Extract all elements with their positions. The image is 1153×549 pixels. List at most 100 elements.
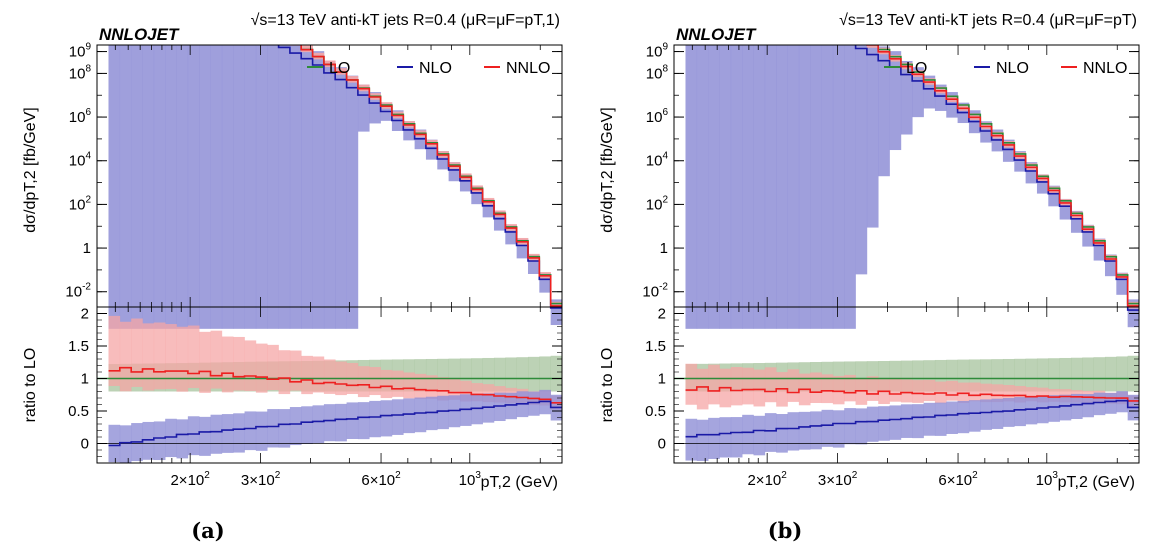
top-ytick-label: 102 — [646, 194, 669, 213]
nnlo-ratio-band-bin — [1014, 385, 1026, 403]
nnlo-ratio-band-bin — [244, 340, 257, 391]
nlo-ratio-band-bin — [1002, 398, 1015, 427]
lo-ratio-band-bin — [1002, 358, 1015, 392]
nlo-ratio-band-bin — [730, 417, 743, 458]
lo-ratio-band-bin — [539, 356, 551, 392]
nlo-band-bin — [980, 121, 992, 143]
process-label: √s=13 TeV anti-kT jets R=0.4 (μR=μF=pT) — [839, 12, 1137, 29]
nlo-band-bin — [210, 45, 223, 329]
nnlo-ratio-band-bin — [187, 325, 200, 389]
plot-area — [674, 3, 1139, 461]
nnlo-ratio-band-bin — [764, 367, 777, 403]
lo-ratio-band-bin — [437, 358, 449, 392]
nnlo-ratio-band-bin — [821, 374, 834, 404]
lo-ratio-band-bin — [493, 357, 506, 392]
nlo-ratio-band-bin — [335, 403, 347, 442]
nlo-ratio-band-bin — [1082, 394, 1094, 418]
lo-ratio-band-bin — [1082, 357, 1094, 392]
chart-panel: 10-2 1 102 104 106 108 109 0 0.5 1 1.5 2 2×102 3×102 6… — [22, 12, 563, 491]
nlo-band-bin — [1059, 198, 1072, 220]
lo-ratio-band-bin — [923, 360, 936, 392]
nlo-ratio-band-bin — [425, 396, 438, 431]
nlo-ratio-band-bin — [1104, 392, 1117, 414]
legend-label: LO — [906, 60, 927, 77]
nlo-ratio-band-bin — [685, 418, 698, 461]
nlo-ratio-band-bin — [1036, 395, 1049, 424]
nnlo-ratio-band-bin — [414, 373, 427, 399]
brand-label: NNLOJET — [676, 25, 757, 44]
nlo-ratio-band-bin — [719, 417, 732, 458]
nnlo-ratio-band-bin — [980, 383, 992, 403]
nlo-band-bin — [459, 174, 472, 192]
lo-ratio-band-bin — [1036, 358, 1049, 392]
nlo-band-bin — [335, 67, 347, 329]
top-ytick-label: 109 — [69, 42, 92, 61]
lo-ratio-band-bin — [934, 359, 947, 392]
nlo-ratio-band-bin — [199, 416, 211, 456]
nlo-band-bin — [131, 45, 143, 329]
ratio-ytick-label: 0.5 — [68, 403, 89, 420]
nlo-ratio-band-bin — [844, 408, 856, 445]
nlo-band-bin — [1082, 224, 1094, 247]
lo-ratio-band-bin — [1070, 357, 1083, 392]
nlo-ratio-band-bin — [403, 398, 415, 434]
nlo-ratio-band-bin — [696, 419, 709, 461]
nnlo-ratio-band-bin — [448, 379, 461, 400]
nlo-ratio-band-bin — [810, 411, 822, 450]
ratio-ytick-label: 0.5 — [645, 403, 666, 420]
nlo-band-bin — [776, 45, 788, 329]
nlo-band-bin — [471, 185, 483, 205]
ratio-ytick-label: 1.5 — [68, 338, 89, 355]
nlo-ratio-band-bin — [1025, 396, 1038, 425]
nnlo-ratio-band-bin — [900, 379, 913, 403]
nlo-band-bin — [923, 75, 936, 109]
nnlo-band-bin — [799, 3, 811, 10]
top-ytick-label: 108 — [646, 63, 669, 82]
nlo-band-bin — [844, 45, 856, 329]
top-ytick-label: 10-2 — [65, 282, 91, 301]
ratio-y-axis-label: ratio to LO — [599, 348, 616, 423]
ratio-y-axis-label: ratio to LO — [22, 348, 39, 423]
nlo-ratio-band-bin — [482, 393, 495, 423]
lo-ratio-band-bin — [1104, 356, 1117, 392]
ratio-ytick-label: 2 — [658, 306, 666, 323]
lo-ratio-band-bin — [878, 360, 890, 392]
nlo-band-bin — [878, 46, 890, 177]
nlo-ratio-band-bin — [255, 411, 268, 451]
nlo-ratio-band-bin — [119, 425, 132, 463]
nlo-ratio-band-bin — [187, 416, 200, 456]
nlo-ratio-band-bin — [278, 409, 291, 448]
nlo-ratio-band-bin — [233, 413, 245, 453]
nlo-band-bin — [357, 84, 370, 132]
nlo-band-bin — [482, 198, 495, 218]
nlo-band-bin — [1002, 139, 1015, 162]
nlo-ratio-band-bin — [267, 409, 279, 448]
nnlo-band-bin — [844, 28, 856, 35]
lo-ratio-band-bin — [889, 360, 902, 392]
nlo-ratio-band-bin — [1093, 392, 1106, 416]
ratio-ytick-label: 1 — [658, 371, 666, 388]
nlo-ratio-band-bin — [946, 401, 958, 434]
process-label: √s=13 TeV anti-kT jets R=0.4 (μR=μF=pT,1… — [251, 12, 560, 29]
nlo-ratio-band-bin — [142, 421, 155, 460]
lo-ratio-band-bin — [1014, 358, 1026, 392]
nlo-band-bin — [346, 75, 359, 329]
nnlo-ratio-band-bin — [153, 322, 166, 390]
lo-ratio-band-bin — [1116, 356, 1128, 392]
chart-panel: 10-2 1 102 104 106 108 109 0 0.5 1 1.5 2 2×102 3×102 6… — [599, 3, 1140, 491]
nnlo-ratio-band-bin — [991, 384, 1004, 403]
lo-ratio-band-bin — [471, 358, 483, 392]
nlo-ratio-band-bin — [176, 419, 189, 459]
nnlo-ratio-band-bin — [946, 380, 958, 401]
nlo-band-bin — [176, 45, 189, 329]
nlo-band-bin — [912, 67, 924, 118]
x-axis-label: pT,2 (GeV) — [1058, 474, 1135, 491]
nlo-ratio-band-bin — [1059, 394, 1072, 421]
top-ytick-label: 109 — [646, 42, 669, 61]
nnlo-band-bin — [822, 16, 834, 23]
top-ytick-label: 102 — [69, 194, 92, 213]
nlo-band-bin — [403, 121, 415, 141]
legend-label: NLO — [419, 60, 452, 77]
plot-area — [97, 33, 562, 463]
nnlo-band-bin — [279, 33, 291, 40]
